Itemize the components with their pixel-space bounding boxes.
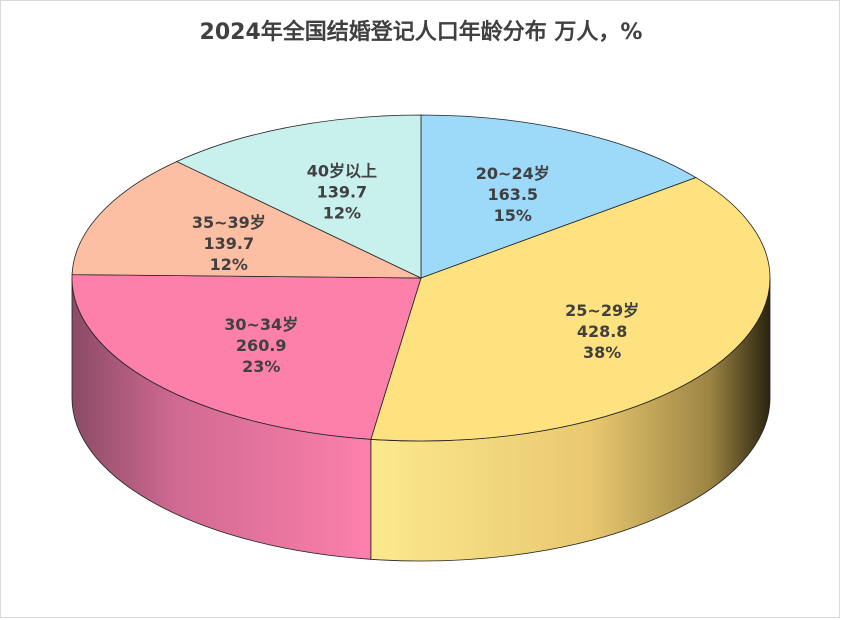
- data-label-percent-40-plus: 12%: [323, 203, 361, 222]
- pie-slice-25-29: [370, 177, 771, 442]
- data-label-value-20-24: 163.5: [487, 185, 538, 204]
- chart-title: 2024年全国结婚登记人口年龄分布 万人，%: [199, 20, 643, 45]
- data-label-category-20-24: 20~24岁: [476, 164, 550, 183]
- pie-slice-20-24: [420, 114, 697, 279]
- data-label-category-30-34: 30~34岁: [224, 315, 298, 334]
- data-label-category-25-29: 25~29岁: [565, 301, 639, 320]
- data-label-value-35-39: 139.7: [204, 234, 255, 253]
- data-label-value-40-plus: 139.7: [317, 182, 368, 201]
- pie-slice-35-39: [71, 161, 422, 279]
- pie-slice-30-34: [71, 274, 422, 440]
- data-label-percent-25-29: 38%: [583, 343, 621, 362]
- data-label-percent-35-39: 12%: [210, 255, 248, 274]
- data-label-category-35-39: 35~39岁: [192, 213, 266, 232]
- data-label-category-40-plus: 40岁以上: [307, 161, 377, 180]
- data-label-percent-20-24: 15%: [494, 206, 532, 225]
- data-label-value-30-34: 260.9: [236, 336, 287, 355]
- data-label-value-25-29: 428.8: [577, 322, 628, 341]
- pie-slice-40-plus: [175, 114, 422, 279]
- data-label-percent-30-34: 23%: [242, 357, 280, 376]
